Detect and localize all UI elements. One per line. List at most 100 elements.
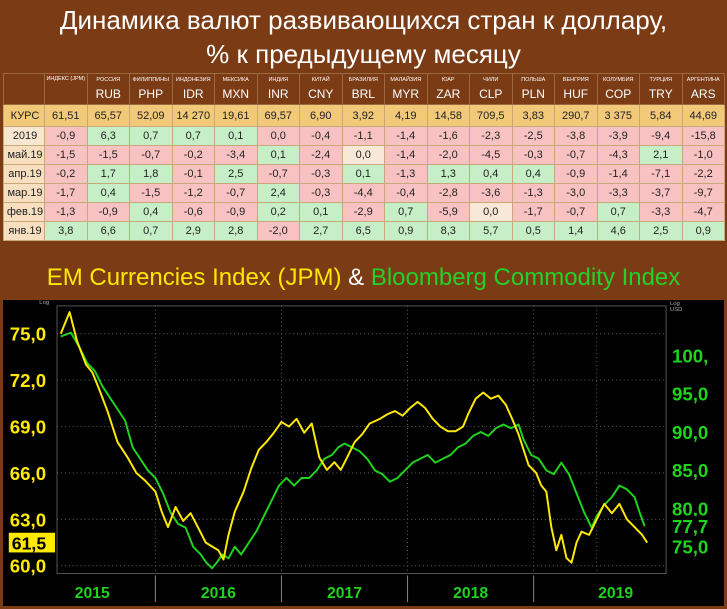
table-cell: -2,2 (681, 164, 725, 184)
chart-subtitle: EM Currencies Index (JPM) & Bloomberg Co… (0, 258, 727, 298)
table-cell: 8,3 (426, 221, 470, 241)
row-label: май.19 (3, 145, 45, 165)
column-country: МЕКСИКА (222, 77, 249, 83)
table-cell: -2,5 (511, 126, 555, 146)
column-country: МАЛАЙЗИЯ (390, 77, 422, 83)
subtitle-ampersand: & (348, 264, 365, 291)
x-axis-band (57, 575, 667, 603)
left-axis-tick-label: 72,0 (10, 370, 46, 391)
column-header: МЕКСИКА MXN (214, 73, 258, 105)
left-axis-tick-label: 69,0 (10, 416, 46, 437)
column-header: ФИЛИППИНЫ PHP (129, 73, 173, 105)
table-cell: 19,61 (214, 104, 258, 127)
column-country: АРГЕНТИНА (686, 77, 720, 83)
table-cell: 3,8 (44, 221, 88, 241)
table-cell: -1,5 (44, 145, 88, 165)
left-last-value-badge (8, 532, 56, 553)
table-cell: 0,9 (384, 221, 428, 241)
table-cell: 2,7 (299, 221, 343, 241)
row-label: янв.19 (3, 221, 45, 241)
table-cell: -0,3 (299, 164, 343, 184)
table-cell: 0,2 (256, 202, 300, 222)
x-axis-tick-label: 2017 (327, 585, 362, 602)
table-row: апр.19 -0,2 1,7 1,8 -0,1 2,5 -0,7 -0,3 0,1 -1,3 1,… (3, 164, 725, 184)
column-header: ИНДИЯ INR (256, 73, 300, 105)
table-cell: -0,7 (214, 183, 258, 203)
table-cell: -3,4 (214, 145, 258, 165)
series-line-em-index (59, 311, 648, 564)
table-cell: 1,3 (426, 164, 470, 184)
title-line-1: Динамика валют развивающихся стран к дол… (59, 5, 668, 35)
table-cell: 65,57 (86, 104, 130, 127)
table-cell: -3,3 (596, 183, 640, 203)
table-cell: 1,8 (129, 164, 173, 184)
title-line-2: % к предыдущему месяцу (206, 39, 521, 69)
x-axis-tick-label: 2019 (598, 585, 633, 602)
right-last-value-label: 77,7 (672, 516, 708, 537)
table-cell: -1,6 (426, 126, 470, 146)
row-label: фев.19 (3, 202, 45, 222)
right-axis-tick-label: 100, (672, 345, 708, 366)
column-code (45, 83, 86, 85)
table-cell: -0,4 (299, 126, 343, 146)
line-chart: 75,0 72,0 69,0 66,0 63,0 60,0 Log 100, 95,0 90,0 8… (0, 298, 727, 609)
table-cell: 0,4 (511, 164, 555, 184)
column-code: MYR (392, 87, 420, 101)
column-code: PLN (521, 87, 545, 101)
table-cell: -2,0 (256, 221, 300, 241)
column-country: ИНДОНЕЗИЯ (175, 77, 211, 83)
column-header: КОЛУМБИЯ COP (596, 73, 640, 105)
table-cell: -2,3 (469, 126, 513, 146)
table-cell: -1,3 (511, 183, 555, 203)
column-country: ВЕНГРИЯ (562, 77, 589, 83)
table-cell: 0,4 (86, 183, 130, 203)
column-code: BRL (351, 87, 375, 101)
table-cell: -9,4 (639, 126, 683, 146)
column-country: ИНДИЯ (268, 77, 289, 83)
table-cell: 6,90 (299, 104, 343, 127)
left-axis-tick-label: 63,0 (10, 509, 46, 530)
row-label: 2019 (3, 126, 45, 146)
table-cell: 0,5 (511, 221, 555, 241)
series-line-commodity-index (60, 331, 646, 570)
table-cell: 0,1 (256, 145, 300, 165)
table-cell: 5,7 (469, 221, 513, 241)
table-cell: -1,5 (129, 183, 173, 203)
table-cell: -0,9 (554, 164, 598, 184)
table-cell: -0,9 (86, 202, 130, 222)
table-cell: 14 270 (171, 104, 215, 127)
right-axis-tick-label: 85,0 (672, 460, 708, 481)
table-cell: -2,8 (426, 183, 470, 203)
column-country: ФИЛИППИНЫ (132, 77, 169, 83)
table-cell: 0,4 (469, 164, 513, 184)
row-label: апр.19 (3, 164, 45, 184)
table-row: КУРС 61,51 65,57 52,09 14 270 19,61 69,57 6,90 3… (3, 104, 725, 127)
table-cell: 0,0 (341, 145, 385, 165)
table-cell: 0,7 (384, 202, 428, 222)
column-header: ТУРЦИЯ TRY (639, 73, 683, 105)
table-cell: 14,58 (426, 104, 470, 127)
table-cell: 0,7 (171, 126, 215, 146)
table-cell: -0,7 (129, 145, 173, 165)
table-cell: 0,1 (214, 126, 258, 146)
column-code: CNY (308, 87, 334, 101)
column-code: MXN (222, 87, 250, 101)
table-cell: 3,83 (511, 104, 555, 127)
table-row: фев.19 -1,3 -0,9 0,4 -0,6 -0,9 0,2 0,1 -2,9 0,7 -5… (3, 202, 725, 222)
table-cell: -7,1 (639, 164, 683, 184)
column-code: IDR (182, 87, 204, 101)
table-cell: -4,3 (596, 145, 640, 165)
table-cell: -3,8 (554, 126, 598, 146)
table-cell: -1,2 (171, 183, 215, 203)
table-cell: 52,09 (129, 104, 173, 127)
column-code: TRY (648, 87, 673, 101)
table-cell: 2,1 (639, 145, 683, 165)
column-header: АРГЕНТИНА ARS (681, 73, 725, 105)
table-cell: -1,3 (44, 202, 88, 222)
column-header: ЧИЛИ CLP (469, 73, 513, 105)
table-cell: 0,0 (469, 202, 513, 222)
column-header: ЮАР ZAR (426, 73, 470, 105)
column-country: БРАЗИЛИЯ (348, 77, 378, 83)
table-cell: -3,3 (639, 202, 683, 222)
table-cell: 3 375 (596, 104, 640, 127)
